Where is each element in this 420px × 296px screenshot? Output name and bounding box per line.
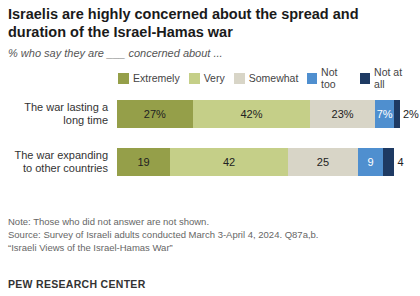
legend-swatch	[189, 73, 200, 84]
category-label: The war lasting a long time	[8, 96, 108, 132]
bar-segment	[394, 100, 400, 128]
legend-item: Extremely	[118, 66, 180, 90]
data-label: 7%	[375, 100, 395, 128]
legend-item: Somewhat	[234, 66, 299, 90]
legend-swatch	[118, 73, 129, 84]
category-label: The war expanding to other countries	[8, 144, 108, 180]
legend-label: Extremely	[133, 72, 180, 84]
data-label: 19	[117, 148, 170, 176]
data-label: 27%	[117, 100, 193, 128]
data-label: 4	[397, 148, 403, 176]
legend-item: Not at all	[360, 66, 411, 90]
note: Note: Those who did not answer are not s…	[8, 216, 209, 228]
data-label: 23%	[310, 100, 374, 128]
legend-item: Not too	[307, 66, 351, 90]
legend-swatch	[360, 73, 370, 84]
legend-label: Very	[204, 72, 225, 84]
subtitle: % who say they are ___ concerned about .…	[8, 47, 223, 59]
data-label: 25	[288, 148, 358, 176]
legend-swatch	[234, 73, 245, 84]
legend-label: Not at all	[374, 66, 411, 90]
bar-segment	[383, 148, 394, 176]
data-label: 42	[170, 148, 288, 176]
legend-swatch	[307, 73, 317, 84]
data-label: 9	[358, 148, 383, 176]
data-label: 2%	[403, 100, 419, 128]
credit: PEW RESEARCH CENTER	[8, 278, 146, 290]
legend-label: Not too	[321, 66, 351, 90]
legend: Extremely Very Somewhat Not too Not at all	[118, 66, 420, 90]
legend-label: Somewhat	[249, 72, 299, 84]
note: Source: Survey of Israeli adults conduct…	[8, 229, 319, 241]
note: “Israeli Views of the Israel-Hamas War”	[8, 242, 173, 254]
legend-item: Very	[189, 66, 225, 90]
title: Israelis are highly concerned about the …	[8, 5, 413, 41]
data-label: 42%	[193, 100, 311, 128]
